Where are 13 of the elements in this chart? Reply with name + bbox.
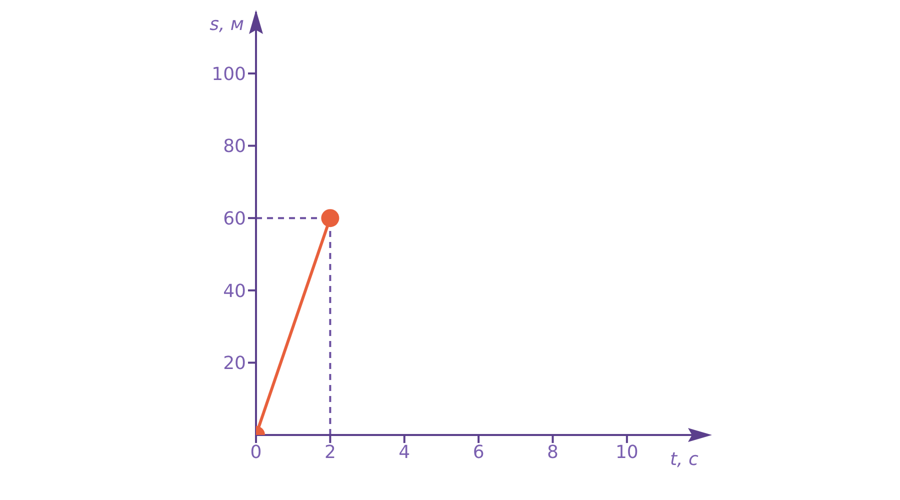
x-tick-label: 8 bbox=[547, 442, 558, 463]
y-tick-label: 40 bbox=[223, 280, 246, 302]
x-tick-label: 10 bbox=[615, 442, 638, 463]
y-tick-label: 60 bbox=[223, 208, 246, 230]
x-axis-title: t, с bbox=[670, 449, 698, 470]
y-tick-label: 20 bbox=[223, 353, 246, 374]
y-axis-title: s, м bbox=[210, 14, 244, 35]
y-tick-label: 100 bbox=[212, 64, 246, 85]
x-tick-label: 6 bbox=[472, 442, 484, 463]
x-tick-label: 2 bbox=[324, 442, 336, 463]
y-tick-label: 80 bbox=[223, 136, 246, 158]
x-tick-label: 0 bbox=[250, 442, 262, 463]
x-tick-label: 4 bbox=[398, 442, 410, 463]
